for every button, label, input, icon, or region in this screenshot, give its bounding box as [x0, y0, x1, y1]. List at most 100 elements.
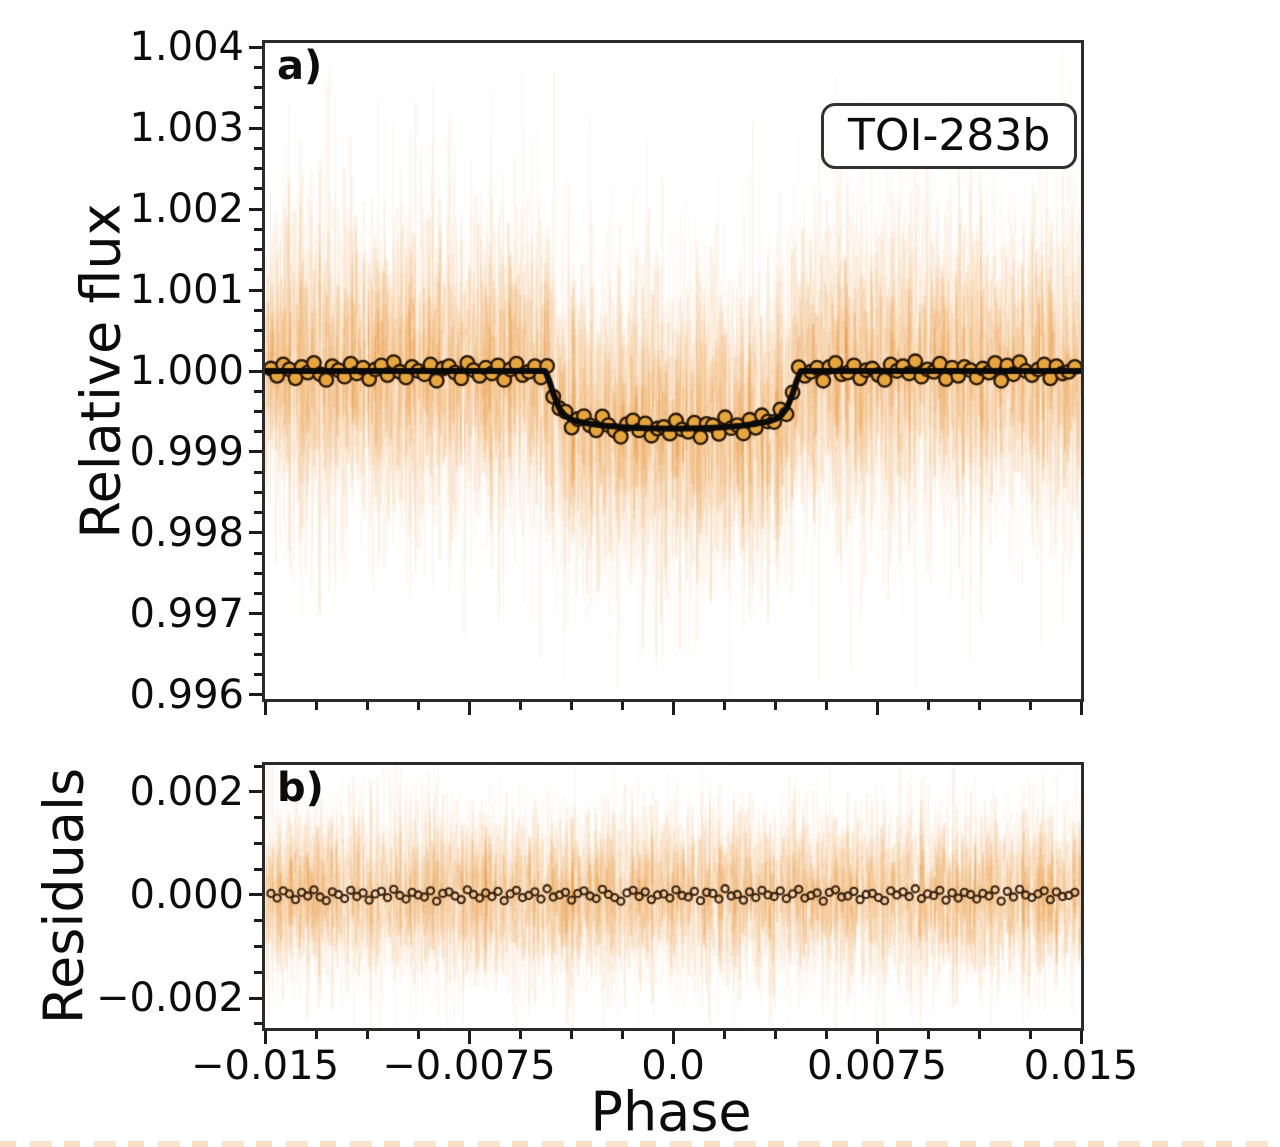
panel-b-canvas: [265, 765, 1081, 1028]
y-minor-tick: [254, 146, 262, 150]
x-minor-tick: [620, 702, 624, 710]
x-minor-tick: [416, 1031, 420, 1039]
y-minor-tick: [254, 632, 262, 636]
planet-name-badge: TOI-283b: [821, 103, 1078, 169]
x-minor-tick: [722, 702, 726, 710]
y-major-tick: [249, 45, 262, 49]
x-minor-tick: [518, 702, 522, 710]
x-tick-label: 0.0075: [807, 1043, 947, 1089]
x-minor-tick: [926, 702, 930, 710]
x-minor-tick: [773, 702, 777, 710]
y-minor-tick: [254, 511, 262, 515]
x-minor-tick: [926, 1031, 930, 1039]
y-tick-label: 0.000: [129, 871, 244, 918]
x-minor-tick: [314, 702, 318, 710]
x-major-tick: [875, 702, 879, 715]
y-minor-tick: [254, 551, 262, 555]
x-major-tick: [1079, 702, 1083, 715]
x-tick-label: −0.0075: [382, 1043, 556, 1089]
y-minor-tick: [254, 227, 262, 231]
y-major-tick: [249, 612, 262, 616]
y-major-tick: [249, 369, 262, 373]
y-tick-label: 0.999: [129, 428, 244, 475]
y-minor-tick: [254, 816, 262, 820]
x-minor-tick: [569, 1031, 573, 1039]
x-minor-tick: [824, 1031, 828, 1039]
y-minor-tick: [254, 389, 262, 393]
panel-b-residuals-plot: b): [262, 762, 1084, 1031]
y-minor-tick: [254, 673, 262, 677]
y-minor-tick: [254, 106, 262, 110]
y-minor-tick: [254, 1022, 262, 1026]
x-minor-tick: [1028, 702, 1032, 710]
y-major-tick: [249, 693, 262, 697]
y-tick-label: 0.998: [129, 509, 244, 556]
x-minor-tick: [365, 1031, 369, 1039]
y-minor-tick: [254, 945, 262, 949]
y-major-tick: [249, 893, 262, 897]
y-minor-tick: [254, 571, 262, 575]
x-major-tick: [671, 1031, 675, 1044]
x-minor-tick: [773, 1031, 777, 1039]
y-minor-tick: [254, 409, 262, 413]
x-minor-tick: [977, 1031, 981, 1039]
y-minor-tick: [254, 841, 262, 845]
y-major-tick: [249, 790, 262, 794]
y-minor-tick: [254, 970, 262, 974]
y-minor-tick: [254, 430, 262, 434]
x-minor-tick: [416, 702, 420, 710]
y-major-tick: [249, 450, 262, 454]
x-major-tick: [263, 1031, 267, 1044]
x-tick-label: 0.0: [641, 1043, 705, 1089]
y-tick-label: 1.001: [129, 267, 244, 313]
x-major-tick: [671, 702, 675, 715]
y-minor-tick: [254, 867, 262, 871]
x-minor-tick: [365, 702, 369, 710]
x-major-tick: [467, 702, 471, 715]
x-major-tick: [1079, 1031, 1083, 1044]
y-minor-tick: [254, 490, 262, 494]
y-minor-tick: [254, 652, 262, 656]
y-tick-label: 1.002: [129, 186, 244, 233]
x-major-tick: [263, 702, 267, 715]
panel-a-letter: a): [277, 43, 323, 89]
y-minor-tick: [254, 592, 262, 596]
y-minor-tick: [254, 86, 262, 90]
y-minor-tick: [254, 308, 262, 312]
y-major-tick: [249, 531, 262, 535]
y-tick-label: 1.003: [129, 105, 244, 152]
y-minor-tick: [254, 248, 262, 252]
y-minor-tick: [254, 268, 262, 272]
y-major-tick: [249, 288, 262, 292]
x-minor-tick: [569, 702, 573, 710]
y-tick-label: 1.004: [129, 24, 244, 71]
y-tick-label: 0.002: [129, 768, 244, 815]
y-minor-tick: [254, 764, 262, 768]
panel-a-relative-flux-plot: a) TOI-283b: [262, 40, 1084, 702]
x-major-tick: [467, 1031, 471, 1044]
y-tick-label: −0.002: [95, 975, 244, 1022]
y-tick-label: 0.996: [129, 671, 244, 718]
x-minor-tick: [314, 1031, 318, 1039]
x-minor-tick: [518, 1031, 522, 1039]
panel-b-letter: b): [277, 765, 324, 811]
x-minor-tick: [1028, 1031, 1032, 1039]
y-major-tick: [249, 996, 262, 1000]
x-minor-tick: [824, 702, 828, 710]
y-minor-tick: [254, 919, 262, 923]
x-minor-tick: [977, 702, 981, 710]
bottom-edge-artifact: [0, 1141, 1280, 1147]
y-minor-tick: [254, 65, 262, 69]
y-minor-tick: [254, 470, 262, 474]
x-tick-label: 0.015: [1023, 1043, 1139, 1089]
y-minor-tick: [254, 349, 262, 353]
y-tick-label: 0.997: [129, 590, 244, 637]
y-minor-tick: [254, 167, 262, 171]
y-minor-tick: [254, 329, 262, 332]
y-tick-label: 1.000: [129, 348, 244, 394]
x-minor-tick: [722, 1031, 726, 1039]
x-major-tick: [875, 1031, 879, 1044]
x-axis-label-phase: Phase: [590, 1080, 752, 1144]
y-major-tick: [249, 126, 262, 130]
